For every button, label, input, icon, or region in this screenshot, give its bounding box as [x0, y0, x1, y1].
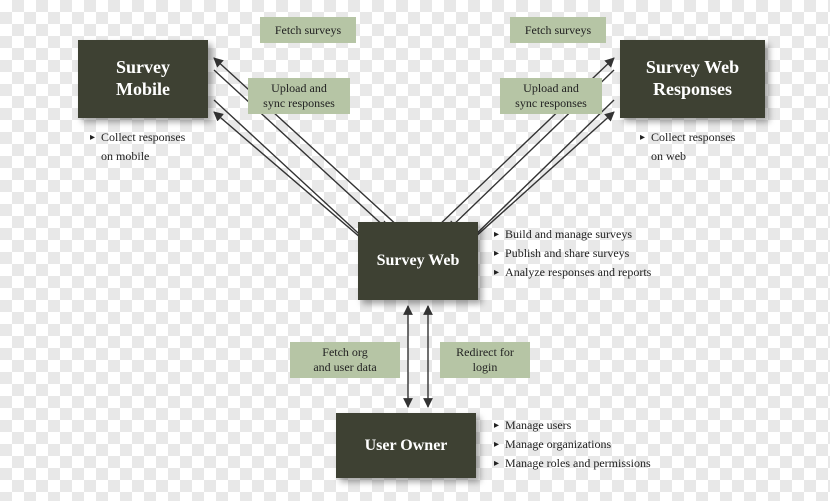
- bullets-user-owner: ▸ Manage users ▸ Manage organizations ▸ Manag…: [494, 416, 651, 474]
- bullet-marker-icon: ▸: [494, 435, 499, 454]
- bullet-text: Manage users: [505, 416, 571, 435]
- pill-fetch-right: Fetch surveys: [510, 17, 606, 43]
- node-user-owner: User Owner: [336, 413, 476, 478]
- node-survey-web: Survey Web: [358, 222, 478, 300]
- pill-upload-left: Upload andsync responses: [248, 78, 350, 114]
- pill-upload-right: Upload andsync responses: [500, 78, 602, 114]
- bullet-marker-icon: ▸: [494, 263, 499, 282]
- bullet-marker-icon: ▸: [494, 454, 499, 473]
- bullet-marker-icon: ▸: [494, 416, 499, 435]
- pill-fetch-left: Fetch surveys: [260, 17, 356, 43]
- bullets-survey-web: ▸ Build and manage surveys ▸ Publish and sh…: [494, 225, 651, 283]
- node-survey-mobile: SurveyMobile: [78, 40, 208, 118]
- bullet-text: Collect responseson mobile: [101, 128, 185, 166]
- bullet-text: Collect responseson web: [651, 128, 735, 166]
- bullet-text: Manage roles and permissions: [505, 454, 651, 473]
- bullet-marker-icon: ▸: [640, 128, 645, 147]
- bullet-text: Analyze responses and reports: [505, 263, 651, 282]
- node-survey-web-responses: Survey WebResponses: [620, 40, 765, 118]
- pill-fetch-org: Fetch organd user data: [290, 342, 400, 378]
- bullet-text: Publish and share surveys: [505, 244, 629, 263]
- bullets-web-resp: ▸ Collect responseson web: [640, 128, 735, 166]
- bullet-text: Build and manage surveys: [505, 225, 632, 244]
- pill-redirect: Redirect forlogin: [440, 342, 530, 378]
- bullet-marker-icon: ▸: [494, 244, 499, 263]
- bullet-text: Manage organizations: [505, 435, 611, 454]
- diagram-canvas: { "type": "flowchart", "canvas": { "w": …: [0, 0, 830, 501]
- bullets-mobile: ▸ Collect responseson mobile: [90, 128, 185, 166]
- bullet-marker-icon: ▸: [90, 128, 95, 147]
- bullet-marker-icon: ▸: [494, 225, 499, 244]
